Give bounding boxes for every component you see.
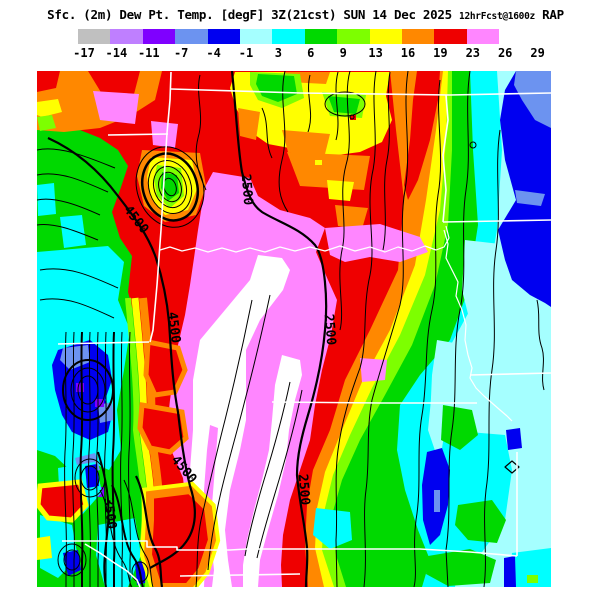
colorbar-label: 6	[307, 46, 315, 60]
colorbar-swatch	[240, 29, 273, 44]
colorbar-swatch	[304, 29, 338, 44]
colorbar-label: 13	[368, 46, 383, 60]
colorbar-swatch	[142, 29, 176, 44]
colorbar-swatch	[434, 29, 467, 44]
colorbar-swatch	[175, 29, 208, 44]
colorbar: -17 -14 -11 -7 -4 -1 3 6 9 13 16 19 23 26 29	[73, 29, 558, 61]
colorbar-label: 3	[274, 46, 283, 60]
contour-label: 2500	[321, 313, 339, 346]
colorbar-swatch	[110, 29, 143, 44]
colorbar-swatch	[369, 29, 402, 44]
colorbar-swatch	[337, 29, 370, 44]
contour-label: 2500	[295, 473, 313, 506]
colorbar-swatch	[402, 29, 435, 44]
colorbar-label: 19	[433, 46, 448, 60]
title-model: RAP	[542, 7, 564, 22]
river-lines	[159, 225, 513, 422]
colorbar-label: -1	[238, 46, 254, 60]
contour-label: 3500	[100, 497, 119, 530]
colorbar-label: 26	[497, 46, 513, 60]
map-title: Sfc. (2m) Dew Pt. Temp. [degF] 3Z(21cst)…	[0, 7, 611, 22]
contour-label: 2500	[238, 173, 256, 206]
colorbar-label: -17	[73, 46, 95, 60]
state-boundaries	[57, 71, 551, 587]
title-main: Sfc. (2m) Dew Pt. Temp. [degF] 3Z(21cst)…	[47, 7, 452, 22]
colorbar-swatch	[207, 29, 240, 44]
colorbar-label: -14	[105, 46, 128, 60]
colorbar-label: -7	[173, 46, 189, 60]
contour-label: 4500	[164, 311, 183, 344]
colorbar-swatch	[466, 29, 500, 44]
colorbar-end-label: 29	[530, 46, 545, 60]
colorbar-label: 16	[400, 46, 416, 60]
colorbar-label: -4	[206, 46, 221, 60]
colorbar-label: 9	[339, 46, 347, 60]
terrain-contour-lines	[37, 71, 545, 587]
colorbar-label: -11	[137, 46, 160, 60]
colorbar-label: 23	[465, 46, 481, 60]
colorbar-swatch	[272, 29, 305, 44]
title-forecast-hour: 12hrFcst@1600z	[459, 11, 535, 22]
colorbar-swatch	[78, 29, 111, 44]
colorbar-swatch	[499, 29, 532, 44]
